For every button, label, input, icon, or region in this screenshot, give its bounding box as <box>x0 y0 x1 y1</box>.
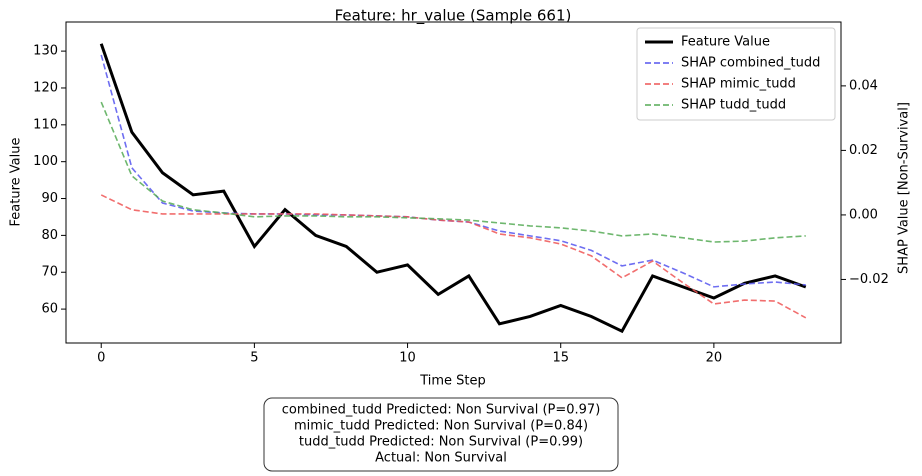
legend-label: SHAP tudd_tudd <box>681 98 786 113</box>
x-tick-label: 20 <box>706 351 723 366</box>
info-text: combined_tudd Predicted: Non Survival (P… <box>282 403 601 418</box>
y-tick-label: 120 <box>33 80 58 95</box>
legend-label: SHAP combined_tudd <box>681 56 820 71</box>
series-line <box>100 194 807 319</box>
x-tick-label: 15 <box>552 351 569 366</box>
legend-label: SHAP mimic_tudd <box>681 77 796 92</box>
y2-axis-label: SHAP Value [Non-Survival] <box>897 102 912 274</box>
y2-tick-label: 0.02 <box>849 143 878 158</box>
y-tick-label: 130 <box>33 44 58 59</box>
x-tick-label: 0 <box>97 351 105 366</box>
info-text: tudd_tudd Predicted: Non Survival (P=0.9… <box>299 435 583 450</box>
x-axis-label: Time Step <box>419 374 486 389</box>
info-text: Actual: Non Survival <box>375 451 507 466</box>
series-line <box>99 43 807 334</box>
info-text: mimic_tudd Predicted: Non Survival (P=0.… <box>294 419 588 434</box>
y-tick-label: 70 <box>41 265 58 280</box>
chart-title: Feature: hr_value (Sample 661) <box>335 7 572 26</box>
x-tick-label: 5 <box>250 351 258 366</box>
y-tick-label: 110 <box>33 117 58 132</box>
y-tick-label: 60 <box>41 302 58 317</box>
x-tick-label: 10 <box>399 351 416 366</box>
plot-frame <box>65 21 842 344</box>
y2-tick-label: 0.04 <box>849 78 878 93</box>
y2-tick-label: −0.02 <box>849 272 889 287</box>
series-line <box>100 54 806 288</box>
info-box <box>263 397 619 472</box>
y-tick-label: 100 <box>33 154 58 169</box>
series-line <box>100 101 806 243</box>
legend-box <box>636 27 836 121</box>
y2-tick-label: 0.00 <box>849 207 878 222</box>
legend-label: Feature Value <box>681 35 770 50</box>
y-tick-label: 80 <box>41 228 58 243</box>
y-tick-label: 90 <box>41 191 58 206</box>
y-axis-label: Feature Value <box>9 138 24 227</box>
